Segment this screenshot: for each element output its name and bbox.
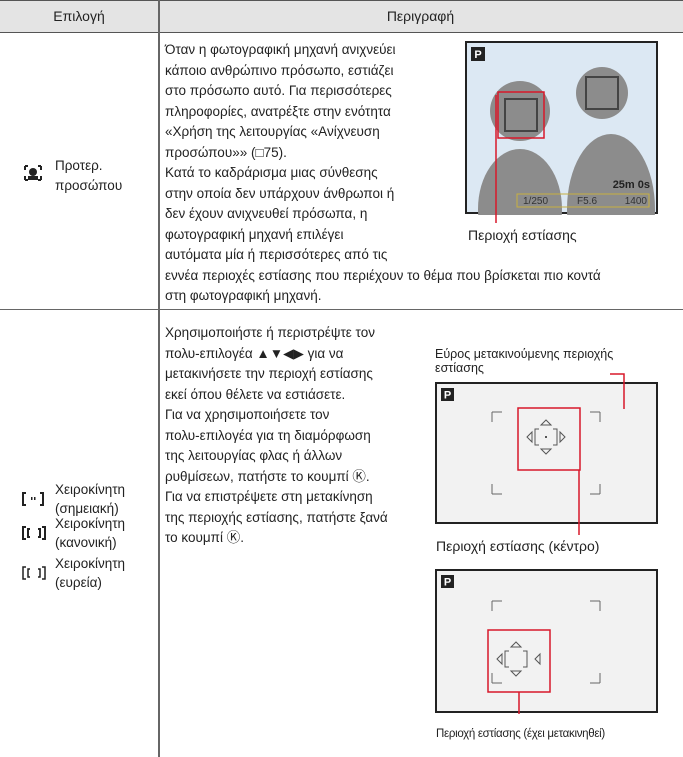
- description-line: Όταν η φωτογραφική μηχανή ανιχνεύει: [165, 42, 396, 57]
- header-description: Περιγραφή: [386, 8, 455, 24]
- description-line: στο πρόσωπο αυτό. Για περισσότερες: [165, 83, 392, 98]
- description-line: πολυ-επιλογέα ▲▼◀▶ για να: [165, 345, 344, 361]
- option-label: Προτερ.: [55, 158, 103, 173]
- face-icon: [24, 165, 42, 181]
- row-divider: [0, 309, 683, 310]
- option-label: (κανονική): [55, 534, 117, 550]
- option-label: Χειροκίνητη: [55, 482, 126, 497]
- description-line: φωτογραφική μηχανή επιλέγει: [165, 226, 344, 242]
- face-screen: P 25m 0s 1/250 F5.6 1400: [465, 41, 658, 215]
- option-label: (σημειακή): [55, 500, 119, 516]
- description-line: στην οποία δεν υπάρχουν άνθρωποι ή: [165, 185, 395, 201]
- description-line: πολυ-επιλογέα για τη διαμόρφωση: [165, 427, 371, 443]
- description-line: μετακινήσετε την περιοχή εστίασης: [165, 366, 373, 381]
- range-pointer: [578, 373, 625, 535]
- description-line: της περιοχής εστίασης, πατήστε ξανά: [165, 509, 388, 525]
- range-label: Εύρος μετακινούμενης περιοχής: [435, 347, 614, 361]
- af-wide-icon: [22, 566, 46, 580]
- af-normal-icon: [22, 526, 46, 540]
- moved-screen: P: [435, 569, 658, 714]
- description-line: εννέα περιοχές εστίασης που περιέχουν το…: [165, 267, 601, 283]
- mode-label: P: [474, 49, 481, 61]
- description-line: Για να χρησιμοποιήσετε τον: [165, 407, 330, 422]
- header-bg: [0, 0, 683, 33]
- description-line: ρυθμίσεων, πατήστε το κουμπί Ⓚ.: [165, 468, 370, 484]
- column-divider: [158, 0, 160, 757]
- figure-caption: Περιοχή εστίασης (κέντρο): [436, 538, 600, 554]
- description-line: δεν έχουν ανιχνευθεί πρόσωπα, η: [165, 206, 368, 221]
- option-label: (ευρεία): [55, 574, 102, 590]
- description-line: Κατά το καδράρισμα μιας σύνθεσης: [165, 165, 378, 180]
- description-line: στη φωτογραφική μηχανή.: [165, 288, 322, 303]
- description-line: κάποιο ανθρώπινο πρόσωπο, εστιάζει: [165, 62, 394, 78]
- figure-caption: Περιοχή εστίασης (έχει μετακινηθεί): [436, 728, 605, 740]
- aperture: F5.6: [577, 196, 597, 207]
- option-label: προσώπου: [55, 178, 123, 193]
- description-line: προσώπου»» (□75).: [165, 144, 287, 160]
- option-label: Χειροκίνητη: [55, 556, 126, 571]
- description-line: Χρησιμοποιήστε ή περιστρέψτε τον: [165, 325, 375, 340]
- description-line: Για να επιστρέψετε στη μετακίνηση: [165, 489, 373, 504]
- description-line: «Χρήση της λειτουργίας «Ανίχνευση: [165, 124, 380, 139]
- shutter: 1/250: [523, 196, 548, 207]
- description-line: πληροφορίες, ανατρέξτε στην ενότητα: [165, 103, 391, 119]
- header-option: Επιλογή: [53, 8, 105, 24]
- description-line: το κουμπί Ⓚ.: [165, 530, 244, 545]
- description-line: εκεί όπου θέλετε να εστιάσετε.: [165, 386, 346, 402]
- range-label: εστίασης: [435, 361, 484, 375]
- af-spot-icon: [22, 492, 44, 506]
- description-line: αυτόματα μία ή περισσότερες από τις: [165, 247, 388, 262]
- caption-pointer: [495, 95, 497, 223]
- description-line: της λειτουργίας φλας ή άλλων: [165, 448, 343, 463]
- center-screen: P: [435, 382, 658, 524]
- remaining-time: 25m 0s: [613, 179, 650, 191]
- count: 1400: [625, 196, 648, 207]
- mode-label: P: [444, 577, 451, 589]
- mode-label: P: [444, 390, 451, 402]
- figure-caption: Περιοχή εστίασης: [468, 227, 577, 243]
- option-label: Χειροκίνητη: [55, 516, 126, 531]
